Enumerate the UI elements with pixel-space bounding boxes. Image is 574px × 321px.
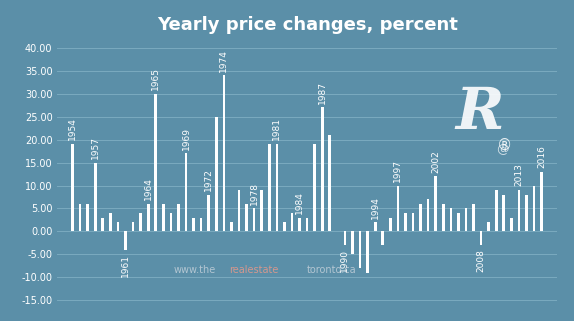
Bar [268,144,270,231]
Bar [200,218,203,231]
Bar [139,213,142,231]
Bar [245,204,248,231]
Text: @: @ [497,143,509,156]
Text: 1972: 1972 [204,168,213,191]
Bar [306,218,308,231]
Bar [290,213,293,231]
Bar [389,218,391,231]
Text: 2002: 2002 [431,150,440,173]
Bar [427,199,429,231]
Bar [465,208,467,231]
Bar [449,208,452,231]
Bar [132,222,134,231]
Bar [321,108,324,231]
Bar [185,153,187,231]
Text: 2013: 2013 [514,164,523,187]
Bar [109,213,112,231]
Bar [344,231,346,245]
Bar [412,213,414,231]
Bar [117,222,119,231]
Bar [177,204,180,231]
Bar [147,204,149,231]
Bar [162,204,165,231]
Bar [510,218,513,231]
Bar [359,231,362,268]
Text: ®: ® [497,138,512,152]
Title: Yearly price changes, percent: Yearly price changes, percent [157,16,457,34]
Bar [283,222,286,231]
Bar [94,162,96,231]
Bar [419,204,422,231]
Text: 1987: 1987 [318,81,327,104]
Bar [71,144,74,231]
Text: 1974: 1974 [219,49,228,72]
Bar [442,204,445,231]
Bar [253,208,255,231]
Text: 1961: 1961 [121,254,130,276]
Bar [480,231,482,245]
Bar [102,218,104,231]
Bar [154,94,157,231]
Text: 1997: 1997 [393,159,402,182]
Bar [207,195,210,231]
Text: 1969: 1969 [181,127,191,150]
Bar [124,231,127,250]
Text: 1965: 1965 [152,67,160,90]
Bar [313,144,316,231]
Bar [502,195,505,231]
Bar [298,218,301,231]
Bar [382,231,384,245]
Bar [525,195,528,231]
Text: 2008: 2008 [476,249,486,272]
Bar [238,190,241,231]
Text: 1981: 1981 [272,117,281,141]
Bar [261,190,263,231]
Bar [435,176,437,231]
Bar [374,222,377,231]
Bar [404,213,407,231]
Text: 2016: 2016 [537,145,546,168]
Bar [79,204,82,231]
Bar [487,222,490,231]
Text: 1994: 1994 [371,196,379,219]
Text: 1984: 1984 [295,191,304,214]
Text: toronto.ca: toronto.ca [307,265,356,275]
Bar [86,204,89,231]
Bar [328,135,331,231]
Bar [540,172,543,231]
Bar [457,213,460,231]
Bar [495,190,498,231]
Bar [223,75,225,231]
Text: R: R [455,85,503,141]
Bar [192,218,195,231]
Bar [276,144,278,231]
Text: realestate: realestate [230,265,279,275]
Bar [472,204,475,231]
Text: 1957: 1957 [91,136,100,159]
Bar [366,231,369,273]
Bar [518,190,520,231]
Text: 1990: 1990 [340,249,350,272]
Bar [533,186,536,231]
Bar [215,117,218,231]
Text: 1954: 1954 [68,117,77,141]
Bar [169,213,172,231]
Bar [230,222,232,231]
Text: 1964: 1964 [144,177,153,200]
Bar [351,231,354,255]
Bar [397,186,399,231]
Text: 1978: 1978 [250,182,259,205]
Text: www.the: www.the [174,265,216,275]
